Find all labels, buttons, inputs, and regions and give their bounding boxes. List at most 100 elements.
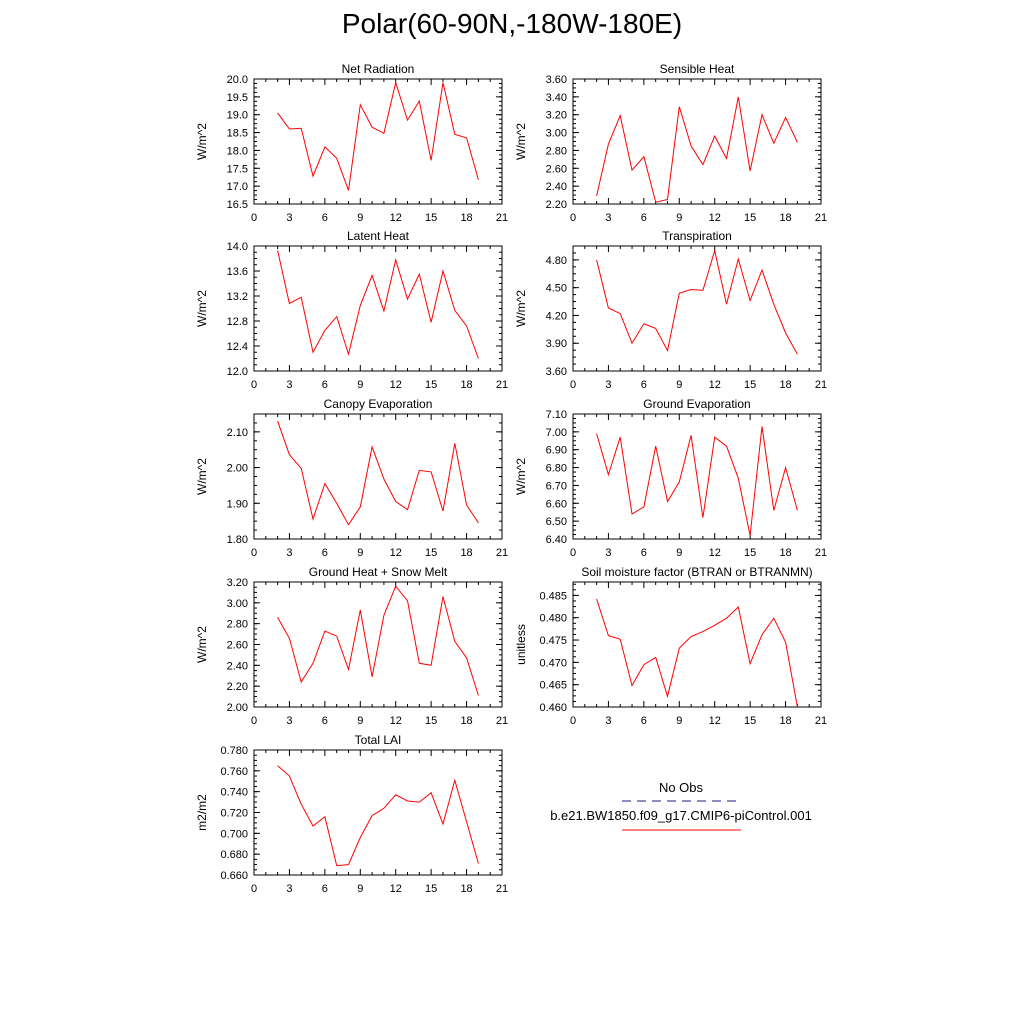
x-tick-label: 12 [709, 379, 721, 391]
y-tick-label: 2.40 [227, 660, 248, 672]
x-tick-label: 6 [641, 547, 647, 559]
y-tick-label: 12.4 [227, 341, 248, 353]
series-line-1 [596, 598, 798, 708]
chart-title: Soil moisture factor (BTRAN or BTRANMN) [581, 565, 812, 579]
x-tick-label: 6 [322, 547, 328, 559]
chart-title: Latent Heat [347, 229, 410, 243]
x-tick-label: 6 [322, 883, 328, 895]
y-tick-label: 2.20 [227, 681, 248, 693]
y-axis-label: W/m^2 [195, 626, 209, 663]
legend: No Obs b.e21.BW1850.f09_g17.CMIP6-piContr… [550, 780, 812, 831]
x-tick-label: 15 [425, 547, 437, 559]
chart-title: Total LAI [355, 733, 402, 747]
x-tick-label: 12 [390, 883, 402, 895]
x-tick-label: 3 [605, 212, 611, 224]
x-tick-label: 3 [286, 883, 292, 895]
y-tick-label: 6.60 [546, 498, 567, 510]
x-tick-label: 6 [322, 379, 328, 391]
y-tick-label: 3.00 [546, 128, 567, 140]
x-tick-label: 6 [641, 379, 647, 391]
x-tick-label: 3 [286, 547, 292, 559]
x-tick-label: 0 [570, 547, 576, 559]
x-tick-label: 18 [460, 379, 472, 391]
y-tick-label: 17.0 [227, 181, 248, 193]
y-tick-label: 13.2 [227, 291, 248, 303]
y-axis-label: W/m^2 [514, 458, 528, 495]
x-tick-label: 21 [496, 379, 508, 391]
x-tick-label: 18 [779, 715, 791, 727]
plot-frame [572, 78, 822, 205]
x-tick-label: 15 [744, 379, 756, 391]
x-tick-label: 12 [390, 379, 402, 391]
y-tick-label: 0.660 [220, 870, 248, 882]
x-tick-label: 21 [815, 379, 827, 391]
x-tick-label: 9 [357, 212, 363, 224]
y-tick-label: 0.480 [539, 613, 567, 625]
y-tick-label: 0.780 [220, 745, 248, 757]
y-tick-label: 18.0 [227, 145, 248, 157]
x-tick-label: 18 [779, 547, 791, 559]
y-tick-label: 4.20 [546, 310, 567, 322]
y-tick-label: 12.0 [227, 366, 248, 378]
y-tick-label: 7.10 [546, 409, 567, 421]
y-tick-label: 12.8 [227, 316, 248, 328]
x-tick-label: 0 [251, 379, 257, 391]
x-tick-label: 12 [709, 212, 721, 224]
y-tick-label: 13.6 [227, 266, 248, 278]
y-tick-label: 3.60 [546, 74, 567, 86]
y-tick-label: 16.5 [227, 199, 248, 211]
x-tick-label: 12 [390, 212, 402, 224]
y-tick-label: 7.00 [546, 427, 567, 439]
y-tick-label: 2.80 [227, 619, 248, 631]
y-tick-label: 2.20 [546, 199, 567, 211]
y-tick-label: 1.80 [227, 534, 248, 546]
y-tick-label: 0.470 [539, 657, 567, 669]
x-tick-label: 6 [322, 212, 328, 224]
y-tick-label: 2.40 [546, 181, 567, 193]
chart-panel-5: Canopy Evaporation 0 3 6 9 12 15 18 21 1.80 1.90 2.… [195, 397, 508, 559]
page-title: Polar(60-90N,-180W-180E) [341, 8, 683, 39]
x-tick-label: 0 [570, 379, 576, 391]
series-line-1 [596, 96, 798, 203]
chart-panel-1: Net Radiation 0 3 6 9 12 15 18 21 16.5 17.0 17.5 18.… [195, 62, 508, 224]
x-tick-label: 18 [460, 715, 472, 727]
series-line-1 [596, 426, 798, 536]
chart-panel-8: Soil moisture factor (BTRAN or BTRANMN) 0… [514, 565, 827, 727]
y-axis-label: unitless [514, 624, 528, 665]
y-tick-label: 1.90 [227, 498, 248, 510]
plot-frame [253, 78, 503, 205]
x-tick-label: 12 [709, 547, 721, 559]
y-tick-label: 2.60 [227, 640, 248, 652]
series-line-1 [277, 585, 479, 696]
plot-frame [253, 413, 503, 540]
y-tick-label: 6.90 [546, 445, 567, 457]
plot-frame [253, 245, 503, 372]
x-tick-label: 12 [709, 715, 721, 727]
series-line-1 [277, 420, 479, 526]
chart-title: Canopy Evaporation [324, 397, 433, 411]
x-tick-label: 12 [390, 715, 402, 727]
x-tick-label: 15 [425, 715, 437, 727]
y-tick-label: 4.80 [546, 255, 567, 267]
y-tick-label: 2.00 [227, 702, 248, 714]
y-tick-label: 6.70 [546, 480, 567, 492]
x-tick-label: 21 [496, 547, 508, 559]
x-tick-label: 21 [815, 547, 827, 559]
x-tick-label: 15 [425, 883, 437, 895]
y-tick-label: 0.460 [539, 702, 567, 714]
y-tick-label: 6.80 [546, 463, 567, 475]
x-tick-label: 3 [286, 379, 292, 391]
x-tick-label: 21 [815, 212, 827, 224]
y-tick-label: 18.5 [227, 128, 248, 140]
y-tick-label: 3.40 [546, 92, 567, 104]
x-tick-label: 3 [286, 212, 292, 224]
y-tick-label: 0.680 [220, 849, 248, 861]
x-tick-label: 0 [570, 212, 576, 224]
x-tick-label: 18 [460, 547, 472, 559]
x-tick-label: 9 [357, 547, 363, 559]
y-axis-label: W/m^2 [195, 290, 209, 327]
y-tick-label: 0.720 [220, 808, 248, 820]
series-line-1 [277, 765, 479, 867]
y-tick-label: 3.20 [227, 577, 248, 589]
